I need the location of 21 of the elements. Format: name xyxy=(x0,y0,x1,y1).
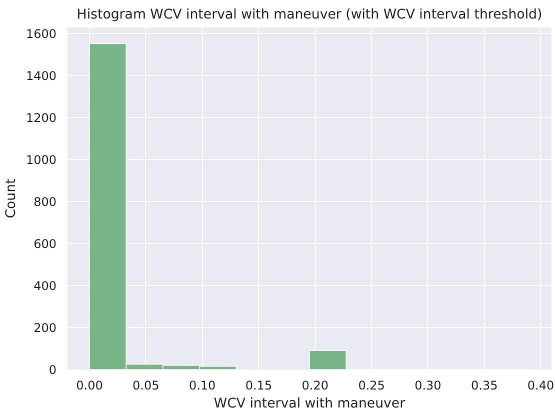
x-tick-label: 0.00 xyxy=(76,378,103,392)
y-tick-label: 600 xyxy=(34,236,56,251)
x-tick-label: 0.15 xyxy=(245,378,272,392)
y-tick-label: 800 xyxy=(34,194,56,209)
y-tick-label: 0 xyxy=(48,363,57,377)
y-tick-label: 1400 xyxy=(26,68,57,83)
y-tick-label: 1600 xyxy=(26,26,57,41)
y-tick-label: 400 xyxy=(34,278,56,293)
y-tick-label: 200 xyxy=(34,320,56,335)
x-tick-label: 0.20 xyxy=(302,378,328,392)
x-tick-label: 0.05 xyxy=(132,378,160,392)
y-tick-label: 1200 xyxy=(26,110,57,125)
y-axis-title: Count xyxy=(4,178,19,218)
y-tick-label: 1000 xyxy=(26,152,57,167)
x-tick-label: 0.30 xyxy=(414,378,442,392)
chart-title: Histogram WCV interval with maneuver (with WCV interval threshold) xyxy=(76,8,542,22)
x-tick-label: 0.10 xyxy=(188,378,216,392)
x-tick-label: 0.40 xyxy=(527,378,554,392)
x-axis-title: WCV interval with maneuver xyxy=(214,396,406,412)
x-tick-label: 0.25 xyxy=(358,378,385,392)
x-tick-label: 0.35 xyxy=(471,378,498,392)
